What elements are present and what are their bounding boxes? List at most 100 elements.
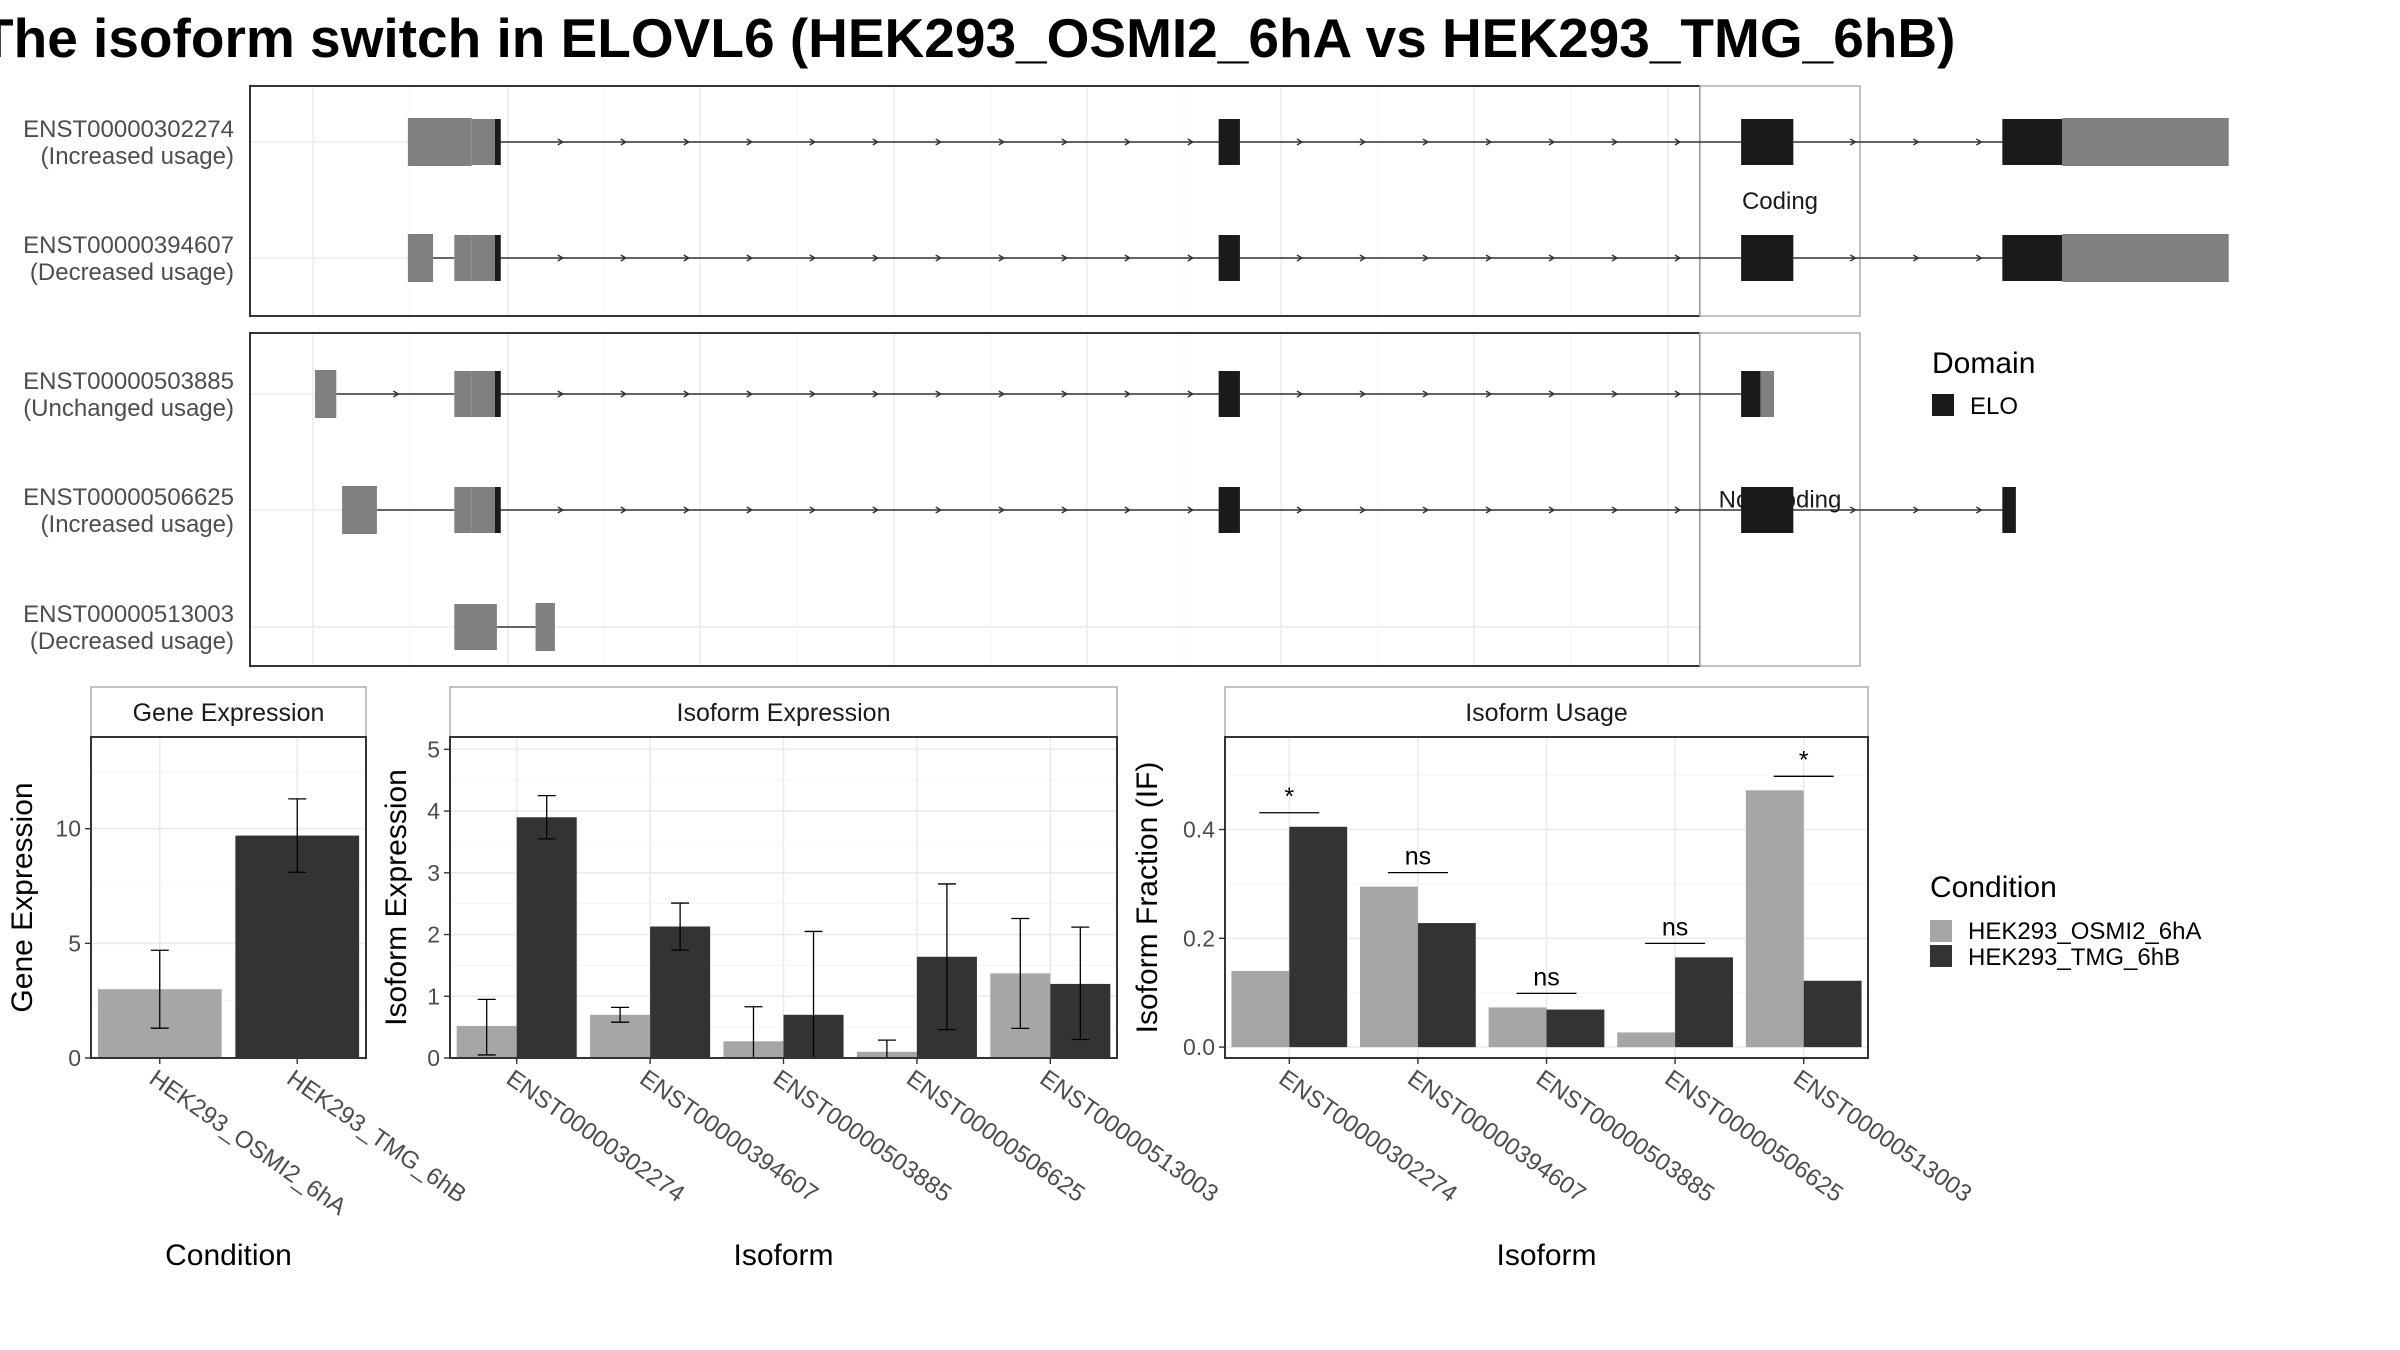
intron-arrow	[1975, 138, 1983, 146]
transcript-id-label: ENST00000513003	[23, 601, 234, 628]
exon-utr	[471, 371, 495, 417]
intron-arrow	[746, 254, 754, 262]
intron-arrow	[1912, 506, 1920, 514]
exon-utr	[471, 235, 495, 281]
transcript-model	[315, 370, 1774, 418]
exon-domain	[1218, 487, 1240, 533]
intron-arrow	[557, 506, 565, 514]
figure-title: The isoform switch in ELOVL6 (HEK293_OSM…	[0, 7, 1955, 69]
plot-border	[90, 736, 367, 1059]
y-axis-title: Isoform Fraction (IF)	[1131, 762, 1164, 1034]
intron-arrow	[1359, 390, 1367, 398]
intron-arrow	[620, 138, 628, 146]
x-axis-title: Condition	[165, 1239, 292, 1272]
intron-arrow	[1548, 390, 1556, 398]
domain-legend-key-elo	[1932, 394, 1954, 416]
bar	[1231, 970, 1290, 1048]
intron-arrow	[1359, 254, 1367, 262]
intron-arrow	[1611, 506, 1619, 514]
exon-utr	[2062, 118, 2229, 166]
domain-legend-title: Domain	[1932, 347, 2035, 380]
intron-arrow	[1124, 390, 1132, 398]
y-tick-label: 4	[427, 798, 440, 824]
condition-legend-label-b: HEK293_TMG_6hB	[1968, 944, 2180, 971]
intron-arrow	[1061, 138, 1069, 146]
intron-arrow	[872, 138, 880, 146]
domain-legend-label-elo: ELO	[1970, 393, 2018, 420]
y-tick-label: 3	[427, 860, 440, 886]
bar	[1546, 1009, 1605, 1048]
intron-arrow	[1611, 390, 1619, 398]
panel-strip-title: Isoform Expression	[677, 699, 891, 727]
transcript-id-label: ENST00000302274	[23, 116, 234, 143]
exon-domain	[494, 487, 501, 533]
significance-label: ns	[1405, 843, 1431, 871]
intron-arrow	[1849, 506, 1857, 514]
bar	[1803, 980, 1862, 1048]
panel-strip-title: Isoform Usage	[1465, 699, 1628, 727]
intron-arrow	[683, 254, 691, 262]
intron-arrow	[1912, 254, 1920, 262]
isoform-expression-panel: Isoform Expression012345ENST00000302274E…	[380, 686, 1223, 1272]
intron-arrow	[1548, 254, 1556, 262]
exon-utr	[342, 486, 377, 534]
bar	[1289, 826, 1348, 1048]
transcript-model	[407, 234, 2229, 282]
intron-arrow	[1485, 506, 1493, 514]
intron-arrow	[1296, 138, 1304, 146]
panel-strip	[90, 686, 367, 738]
intron-arrow	[1674, 506, 1682, 514]
significance-label: ns	[1662, 913, 1688, 941]
exon-utr	[454, 371, 472, 417]
intron-arrow	[935, 138, 943, 146]
panel-strip	[1224, 686, 1869, 738]
intron-arrow	[392, 390, 400, 398]
transcript-id-label: ENST00000394607	[23, 232, 234, 259]
y-tick-label: 0.4	[1183, 816, 1215, 842]
y-tick-label: 0	[427, 1045, 440, 1071]
exon-domain	[1741, 487, 1794, 533]
intron-arrow	[809, 254, 817, 262]
intron-arrow	[1422, 138, 1430, 146]
intron-arrow	[1611, 254, 1619, 262]
transcript-usage-label: (Decreased usage)	[30, 628, 234, 655]
intron-arrow	[1124, 254, 1132, 262]
bar	[516, 817, 577, 1058]
transcript-model	[407, 118, 2229, 166]
exon-utr	[407, 118, 472, 166]
intron-arrow	[683, 506, 691, 514]
bar	[1417, 923, 1476, 1048]
exon-domain	[2002, 235, 2063, 281]
intron-arrow	[557, 390, 565, 398]
y-tick-label: 0	[68, 1045, 81, 1071]
intron-arrow	[935, 254, 943, 262]
intron-arrow	[1611, 138, 1619, 146]
intron-arrow	[1975, 254, 1983, 262]
intron-arrow	[1849, 138, 1857, 146]
intron-arrow	[1674, 390, 1682, 398]
panel-strip	[449, 686, 1118, 738]
intron-arrow	[1548, 506, 1556, 514]
intron-arrow	[809, 390, 817, 398]
y-tick-label: 5	[68, 930, 81, 956]
intron-arrow	[872, 254, 880, 262]
intron-arrow	[1359, 506, 1367, 514]
intron-arrow	[620, 390, 628, 398]
exon-domain	[2002, 119, 2063, 165]
condition-legend-label-a: HEK293_OSMI2_6hA	[1968, 918, 2201, 945]
exon-domain	[1741, 119, 1794, 165]
intron-arrow	[1187, 254, 1195, 262]
intron-arrow	[1422, 506, 1430, 514]
intron-arrow	[1485, 138, 1493, 146]
intron-arrow	[872, 390, 880, 398]
condition-legend-key-b	[1930, 945, 1952, 967]
intron-arrow	[998, 390, 1006, 398]
transcript-group-label: Coding	[1742, 188, 1818, 215]
intron-arrow	[809, 506, 817, 514]
intron-arrow	[1485, 390, 1493, 398]
intron-arrow	[998, 254, 1006, 262]
intron-arrow	[998, 506, 1006, 514]
intron-arrow	[1061, 390, 1069, 398]
intron-arrow	[746, 390, 754, 398]
intron-arrow	[1422, 254, 1430, 262]
